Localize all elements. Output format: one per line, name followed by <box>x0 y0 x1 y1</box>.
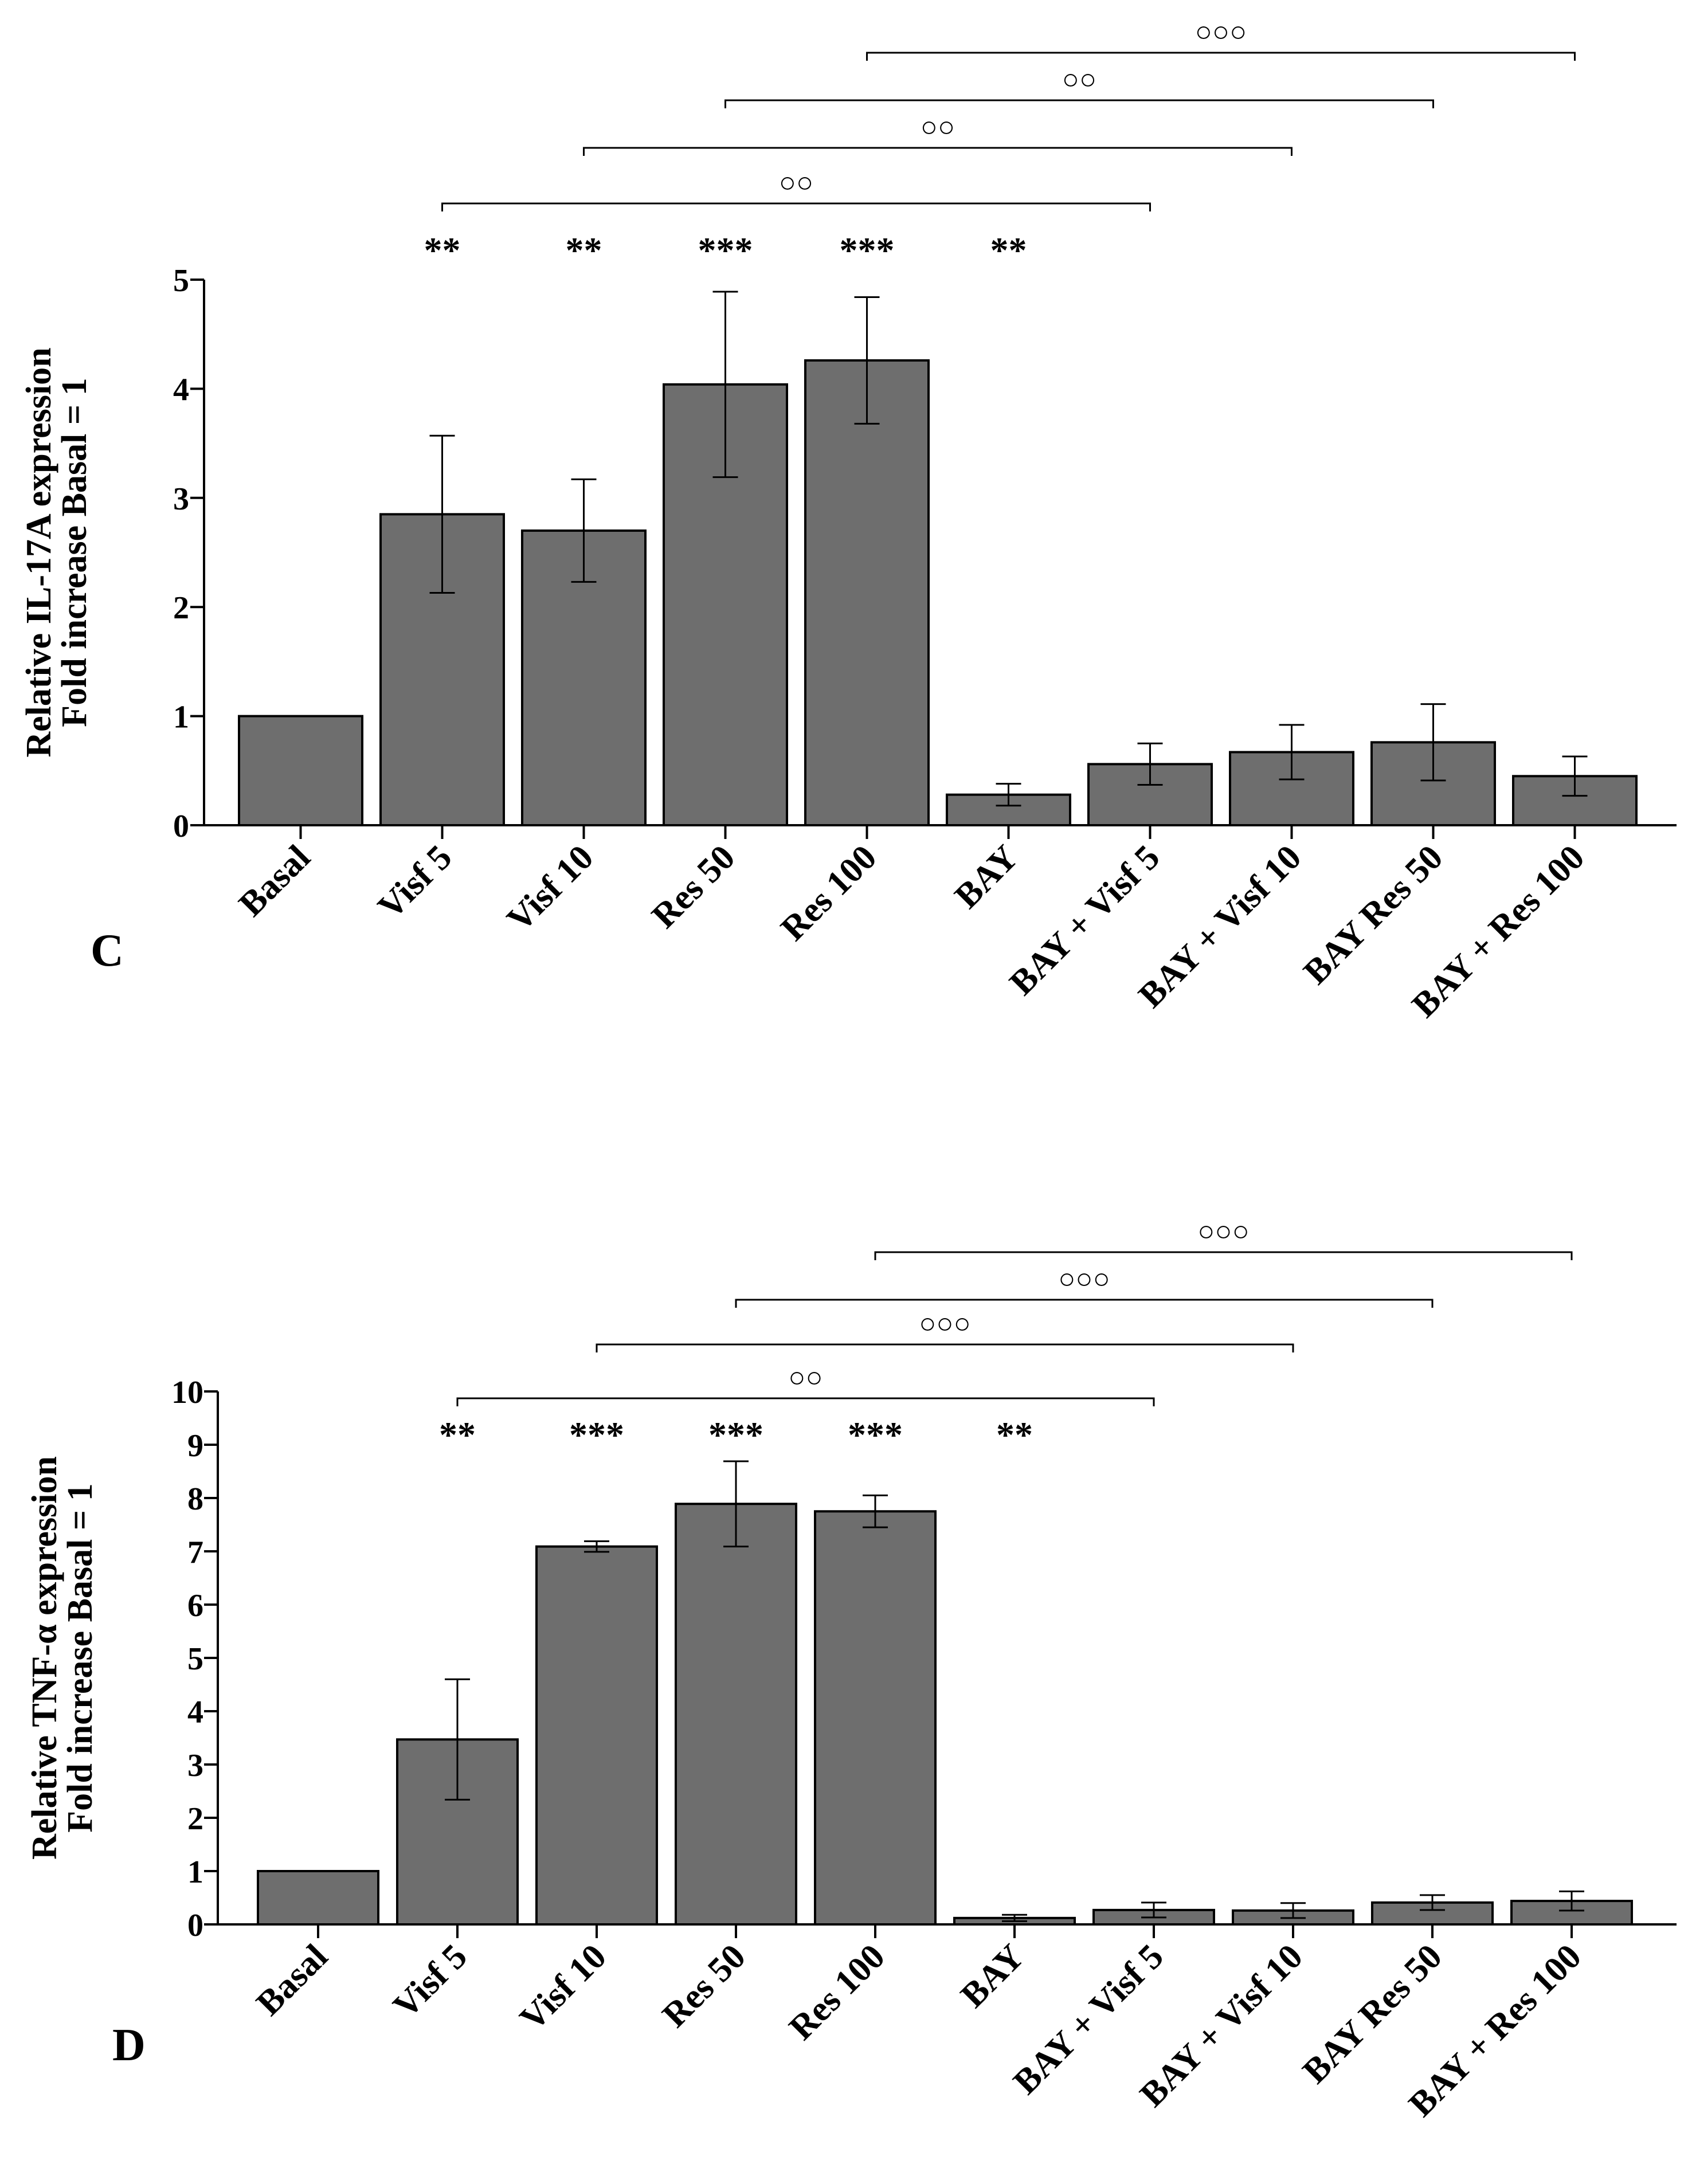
panel-c-significance-label: ** <box>990 230 1027 270</box>
panel-d-y-tick-label: 5 <box>187 1641 203 1677</box>
panel-c-significance-label: ** <box>566 230 602 270</box>
panel-d-y-tick-label: 0 <box>187 1908 203 1943</box>
panel-c-bar <box>238 715 363 826</box>
panel-c-category-label: Visf 5 <box>371 838 460 927</box>
panel-d-category-label: Basal <box>249 1937 335 2023</box>
panel-d-bar <box>257 1870 379 1926</box>
panel-d-significance-label: *** <box>848 1414 903 1455</box>
panel-d-comparison-label: ○○○ <box>1197 1215 1250 1247</box>
panel-d-y-tick-label: 8 <box>187 1481 203 1517</box>
panel-d-category-label: Res 100 <box>782 1937 892 2048</box>
panel-c-panel-letter: C <box>91 926 124 976</box>
panel-c-y-tick-label: 0 <box>173 809 189 844</box>
panel-c-category-label: BAY <box>947 838 1026 916</box>
panel-c-category-label: Visf 10 <box>500 838 601 939</box>
panel-d-y-axis-title: Fold increase Basal = 1 <box>61 1483 100 1832</box>
panel-d-significance-label: ** <box>996 1414 1033 1455</box>
panel-c-comparison-label: ○○ <box>921 111 955 143</box>
panel-c-significance-label: *** <box>840 230 895 270</box>
panel-d-comparison-label: ○○ <box>788 1361 823 1393</box>
panel-c-comparison-label: ○○ <box>779 166 813 198</box>
panel-d-bar <box>675 1503 797 1926</box>
panel-c-significance-label: *** <box>698 230 753 270</box>
panel-d-y-tick-label: 7 <box>187 1535 203 1570</box>
panel-d-category-label: Visf 10 <box>512 1937 614 2038</box>
panel-c-category-label: Res 100 <box>773 838 884 948</box>
panel-c-comparison-label: ○○○ <box>1195 15 1247 48</box>
panel-d-category-label: Visf 5 <box>386 1937 475 2026</box>
panel-c-category-label: BAY Res 50 <box>1296 838 1450 992</box>
panel-d-y-tick-label: 4 <box>187 1695 203 1730</box>
panel-c-comparison-bracket <box>583 147 1293 156</box>
panel-d-comparison-label: ○○○ <box>1058 1262 1110 1295</box>
panel-d-significance-label: *** <box>708 1414 763 1455</box>
panel-d-panel-letter: D <box>112 2020 146 2071</box>
panel-c-category-label: Basal <box>232 838 318 924</box>
panel-d-y-tick-label: 10 <box>171 1375 203 1410</box>
panel-d-category-label: Res 50 <box>655 1937 753 2035</box>
panel-d-bar <box>535 1545 658 1926</box>
panel-c-significance-label: ** <box>424 230 461 270</box>
panel-d-comparison-label: ○○○ <box>919 1307 971 1339</box>
panel-c-y-axis-title: Fold increase Basal = 1 <box>55 378 94 727</box>
panel-d-comparison-bracket <box>456 1397 1155 1406</box>
panel-c-comparison-bracket <box>724 99 1434 108</box>
panel-d-y-axis-title: Relative TNF-α expression <box>25 1456 64 1860</box>
panel-c-comparison-label: ○○ <box>1062 63 1096 95</box>
panel-c-category-label: Res 50 <box>644 838 742 936</box>
panel-c-y-tick-label: 1 <box>173 700 189 735</box>
panel-d-y-tick-label: 6 <box>187 1588 203 1624</box>
panel-d-comparison-bracket <box>596 1343 1294 1352</box>
panel-d-significance-label: *** <box>569 1414 624 1455</box>
panel-c-y-tick-label: 3 <box>173 481 189 517</box>
panel-d-significance-label: ** <box>439 1414 476 1455</box>
panel-d-comparison-bracket <box>735 1299 1434 1308</box>
panel-d-y-tick-label: 9 <box>187 1428 203 1464</box>
panel-d-category-label: BAY Res 50 <box>1295 1937 1450 2091</box>
panel-c-y-tick-label: 5 <box>173 263 189 299</box>
panel-c-bar <box>804 359 930 826</box>
panel-c-y-axis-title: Relative IL-17A expression <box>19 347 58 757</box>
panel-c-comparison-bracket <box>866 52 1576 61</box>
panel-d-y-tick-label: 3 <box>187 1748 203 1783</box>
panel-d-comparison-bracket <box>874 1251 1573 1260</box>
panel-d-y-tick-label: 1 <box>187 1854 203 1890</box>
panel-c-y-tick-label: 2 <box>173 590 189 626</box>
panel-d-bar <box>814 1510 937 1926</box>
panel-d-chart: 0 1 2 3 4 5 6 7 8 9 10 Relative TNF-α expressionFol… <box>25 1215 1677 2124</box>
panel-c-y-tick-label: 4 <box>173 372 189 407</box>
panel-d-category-label: BAY <box>953 1937 1032 2016</box>
panel-c-comparison-bracket <box>441 202 1151 211</box>
panel-d-y-tick-label: 2 <box>187 1801 203 1837</box>
